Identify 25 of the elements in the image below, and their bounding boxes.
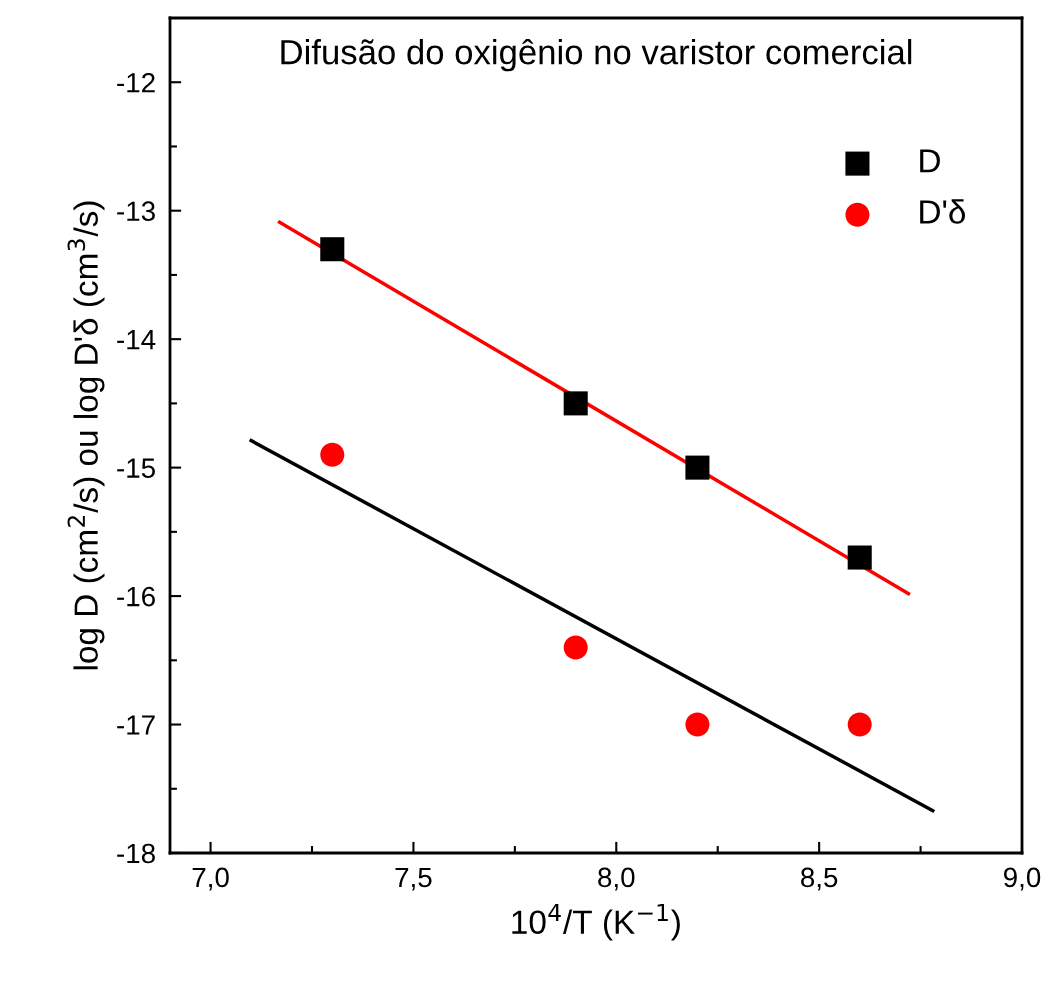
x-tick-label: 9,0 (1004, 867, 1041, 891)
point (685, 455, 710, 480)
point (320, 442, 345, 467)
y-tick-label: -17 (117, 715, 155, 735)
legend-label: D'δ (920, 199, 966, 224)
x-tick-label: 8,0 (598, 867, 635, 891)
y-axis-title: log D (cm$^{2}$/s) ou log D'δ (cm$^{3}$/s) (67, 201, 105, 670)
point (563, 391, 588, 416)
point (563, 635, 588, 660)
y-tick-label: -15 (117, 458, 155, 478)
point (847, 545, 872, 570)
x-tick-label: 7,5 (395, 867, 432, 891)
y-tick-label: -18 (117, 843, 155, 864)
point (685, 712, 710, 737)
y-tick-label: -12 (117, 72, 155, 93)
x-tick-label: 8,5 (801, 867, 838, 891)
y-tick-label: -14 (117, 330, 156, 350)
x-axis-title: 10$^{4}$/T (K$^{−1}$) (512, 903, 680, 941)
point (320, 237, 345, 262)
point (847, 712, 872, 737)
legend-label: D (920, 149, 940, 173)
y-tick-label: -16 (117, 586, 155, 607)
y-tick-label: -13 (117, 201, 155, 222)
text: Difusão do oxigênio no varistor comercial (281, 38, 912, 72)
x-tick-label: 7,0 (192, 867, 229, 891)
